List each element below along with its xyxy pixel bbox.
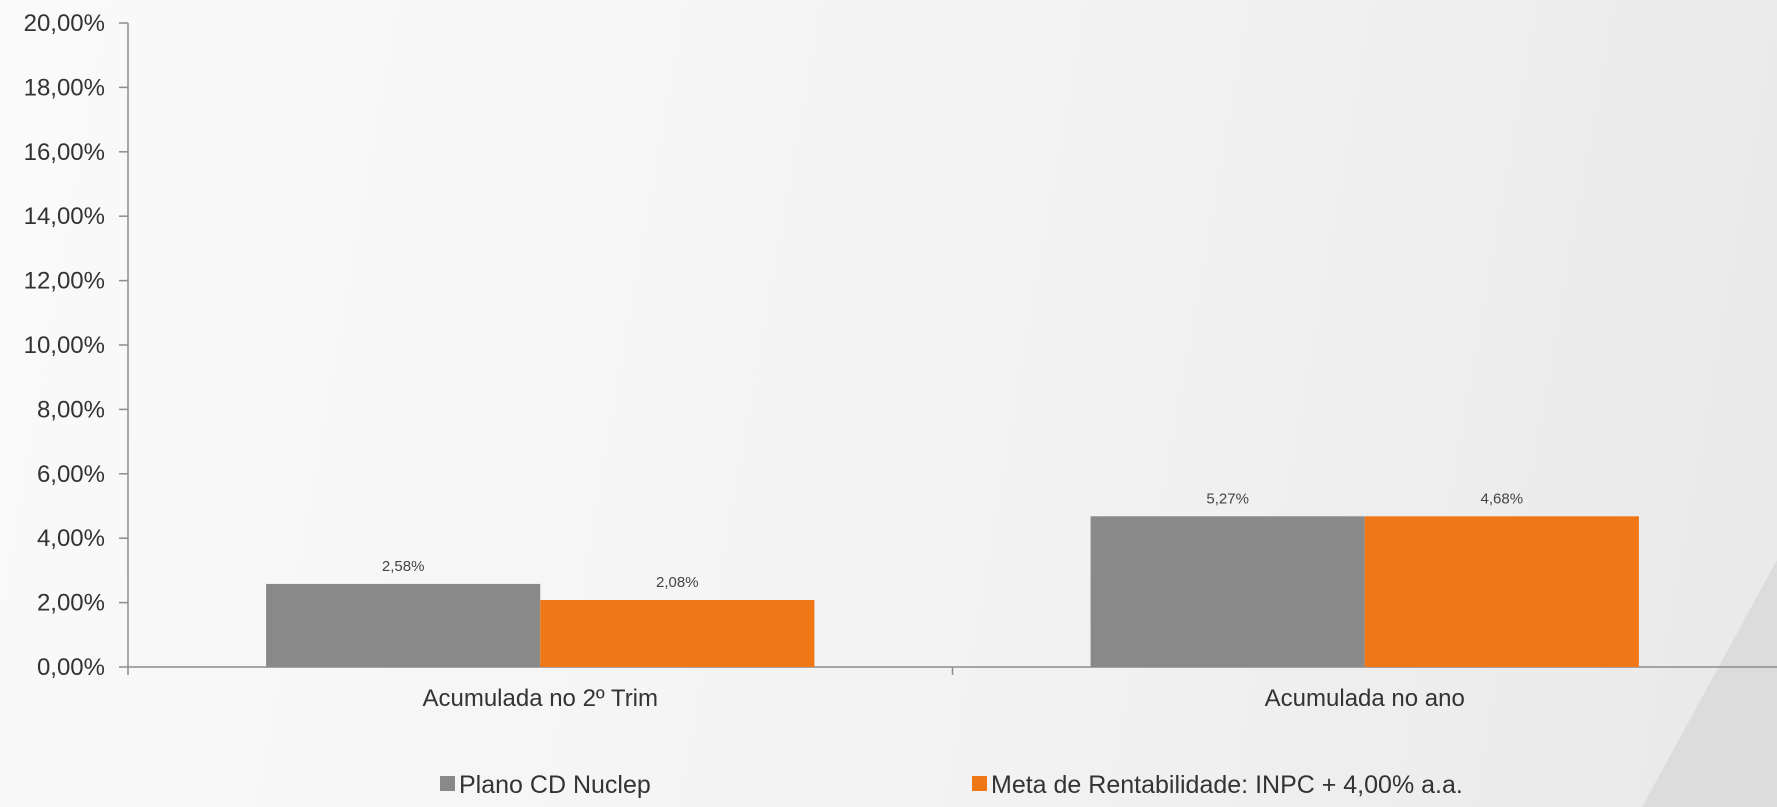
y-axis-tick-label: 10,00% — [24, 332, 105, 359]
x-axis-category-label: Acumulada no 2º Trim — [422, 685, 658, 712]
chart-legend: Plano CD Nuclep Meta de Rentabilidade: IN… — [440, 771, 1463, 799]
background-accent-shape — [1642, 560, 1777, 807]
y-axis-tick-label: 4,00% — [37, 525, 105, 552]
bar — [1364, 516, 1639, 667]
x-axis-category-label: Acumulada no ano — [1265, 685, 1465, 712]
y-axis-tick-label: 2,00% — [37, 590, 105, 617]
bar — [266, 583, 541, 667]
chart-data-labels: 2,58% 2,08% 5,27% 4,68% — [382, 490, 1523, 591]
legend-swatch — [440, 776, 455, 791]
legend-swatch — [972, 776, 987, 791]
bar-data-label: 4,68% — [1481, 490, 1524, 507]
y-axis-ticks: 0,00% 2,00% 4,00% 6,00% 8,00% 10,00% 12,00% 14,… — [24, 10, 128, 681]
legend-entry-label: Plano CD Nuclep — [459, 771, 651, 799]
bar-data-label: 2,58% — [382, 558, 425, 575]
bar-data-label: 5,27% — [1206, 490, 1249, 507]
y-axis-tick-label: 16,00% — [24, 139, 105, 166]
y-axis-tick-label: 12,00% — [24, 268, 105, 295]
legend-entry-label: Meta de Rentabilidade: INPC + 4,00% a.a. — [991, 771, 1463, 799]
bar — [540, 600, 815, 667]
y-axis-tick-label: 8,00% — [37, 396, 105, 423]
bar — [1090, 516, 1365, 667]
y-axis-tick-label: 14,00% — [24, 203, 105, 230]
y-axis-tick-label: 6,00% — [37, 461, 105, 488]
y-axis-tick-label: 20,00% — [24, 10, 105, 37]
y-axis-tick-label: 18,00% — [24, 74, 105, 101]
x-axis-categories: Acumulada no 2º Trim Acumulada no ano — [422, 685, 1464, 712]
bar-data-label: 2,08% — [656, 574, 699, 591]
chart-bars — [266, 516, 1639, 667]
y-axis-tick-label: 0,00% — [37, 654, 105, 681]
